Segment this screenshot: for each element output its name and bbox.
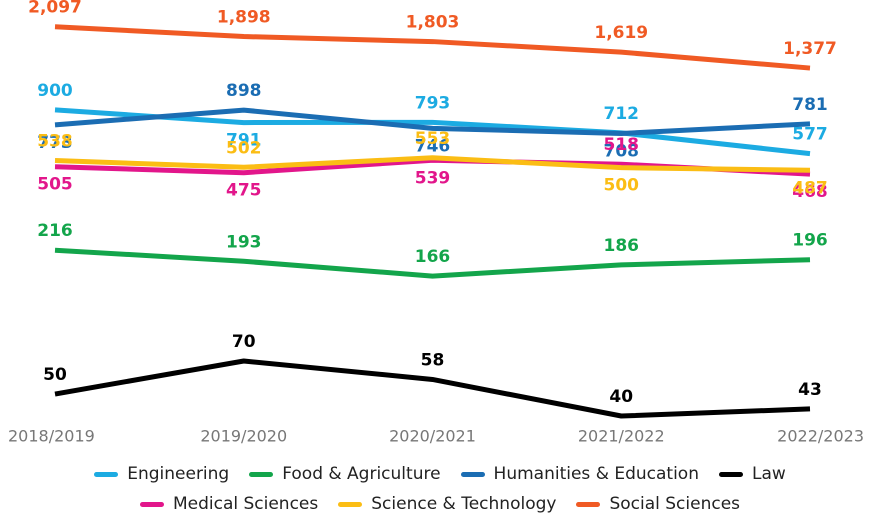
data-label: 898 xyxy=(226,81,262,101)
legend-label: Humanities & Education xyxy=(493,464,699,484)
data-label: 577 xyxy=(792,125,828,145)
data-label: 502 xyxy=(226,138,262,158)
x-tick-label: 2020/2021 xyxy=(389,427,476,446)
data-label: 1,619 xyxy=(594,23,648,43)
legend-item: Food & Agriculture xyxy=(249,462,441,486)
x-tick-label: 2022/2023 xyxy=(777,427,864,446)
x-tick-label: 2021/2022 xyxy=(578,427,665,446)
legend-item: Engineering xyxy=(94,462,229,486)
data-label: 50 xyxy=(43,365,67,385)
data-label: 746 xyxy=(415,136,451,156)
legend-label: Engineering xyxy=(127,464,230,484)
legend-swatch xyxy=(249,471,274,477)
legend-swatch xyxy=(718,471,743,477)
data-label: 539 xyxy=(415,168,451,188)
data-label: 900 xyxy=(37,81,73,101)
legend-swatch xyxy=(576,501,601,507)
data-label: 2,097 xyxy=(28,0,82,18)
data-label: 468 xyxy=(792,182,828,202)
data-label: 518 xyxy=(604,135,640,155)
series-line xyxy=(54,358,811,419)
data-label: 708 xyxy=(604,141,640,161)
data-label: 781 xyxy=(792,95,828,115)
series-line xyxy=(54,155,811,173)
x-tick-label: 2019/2020 xyxy=(200,427,287,446)
data-label: 1,377 xyxy=(783,39,837,59)
data-label: 216 xyxy=(37,221,73,241)
data-label: 1,803 xyxy=(406,13,460,33)
legend-label: Science & Technology xyxy=(371,494,557,514)
legend-item: Medical Sciences xyxy=(139,492,319,515)
legend-swatch xyxy=(139,501,164,507)
legend-label: Law xyxy=(751,464,786,484)
series-line xyxy=(54,247,811,279)
legend-item: Humanities & Education xyxy=(460,462,699,486)
legend-swatch xyxy=(460,471,485,477)
data-label: 475 xyxy=(226,181,262,201)
data-label: 505 xyxy=(37,175,73,195)
data-label: 1,898 xyxy=(217,8,271,28)
legend: Engineering Food & Agriculture Humanities … xyxy=(40,462,840,515)
data-label: 487 xyxy=(792,178,828,198)
data-label: 166 xyxy=(415,247,451,267)
chart: 2018/2019 2019/2020 2020/2021 2021/2022 2022… xyxy=(8,0,864,446)
data-label: 58 xyxy=(421,350,445,370)
legend-label: Food & Agriculture xyxy=(282,464,441,484)
data-label: 70 xyxy=(232,332,256,352)
data-label: 43 xyxy=(798,380,822,400)
legend-swatch xyxy=(338,501,363,507)
legend-item: Science & Technology xyxy=(338,492,556,515)
data-label: 186 xyxy=(604,236,640,256)
data-label: 500 xyxy=(604,176,640,196)
data-label: 40 xyxy=(609,387,633,407)
data-label: 712 xyxy=(604,104,640,124)
legend-item: Social Sciences xyxy=(576,492,740,515)
legend-item: Law xyxy=(718,462,786,486)
data-label: 553 xyxy=(415,129,451,149)
data-label: 793 xyxy=(415,93,451,113)
legend-label: Social Sciences xyxy=(609,494,741,514)
series-line xyxy=(54,24,811,71)
legend-swatch xyxy=(94,471,119,477)
data-label: 193 xyxy=(226,232,262,252)
data-label: 791 xyxy=(226,131,262,151)
legend-label: Medical Sciences xyxy=(172,494,319,514)
series-line xyxy=(54,107,811,136)
data-label: 538 xyxy=(37,131,73,151)
data-label: 196 xyxy=(792,231,828,251)
series-line xyxy=(54,107,811,157)
x-tick-label: 2018/2019 xyxy=(8,427,95,446)
data-label: 773 xyxy=(37,133,73,153)
